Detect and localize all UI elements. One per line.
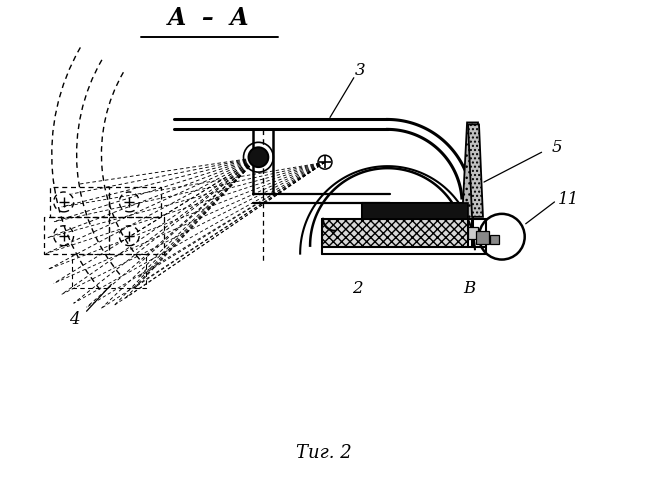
Bar: [476, 230, 489, 243]
Text: 4: 4: [69, 310, 80, 328]
Text: A  –  A: A – A: [168, 6, 249, 30]
Text: 2: 2: [353, 280, 363, 297]
Bar: [44, 217, 110, 254]
Text: 5: 5: [551, 139, 562, 156]
Bar: [110, 217, 164, 254]
Bar: [110, 187, 161, 217]
Bar: [468, 227, 478, 238]
Text: B: B: [463, 280, 475, 297]
Bar: [490, 234, 499, 244]
Text: 11: 11: [558, 192, 579, 208]
Bar: [50, 187, 110, 217]
Circle shape: [248, 148, 268, 167]
Text: Τиг. 2: Τиг. 2: [296, 444, 352, 462]
Bar: [72, 254, 146, 288]
Text: 3: 3: [354, 62, 365, 80]
Polygon shape: [462, 122, 478, 219]
Bar: [362, 203, 468, 219]
Bar: [322, 219, 468, 246]
Polygon shape: [468, 124, 483, 217]
